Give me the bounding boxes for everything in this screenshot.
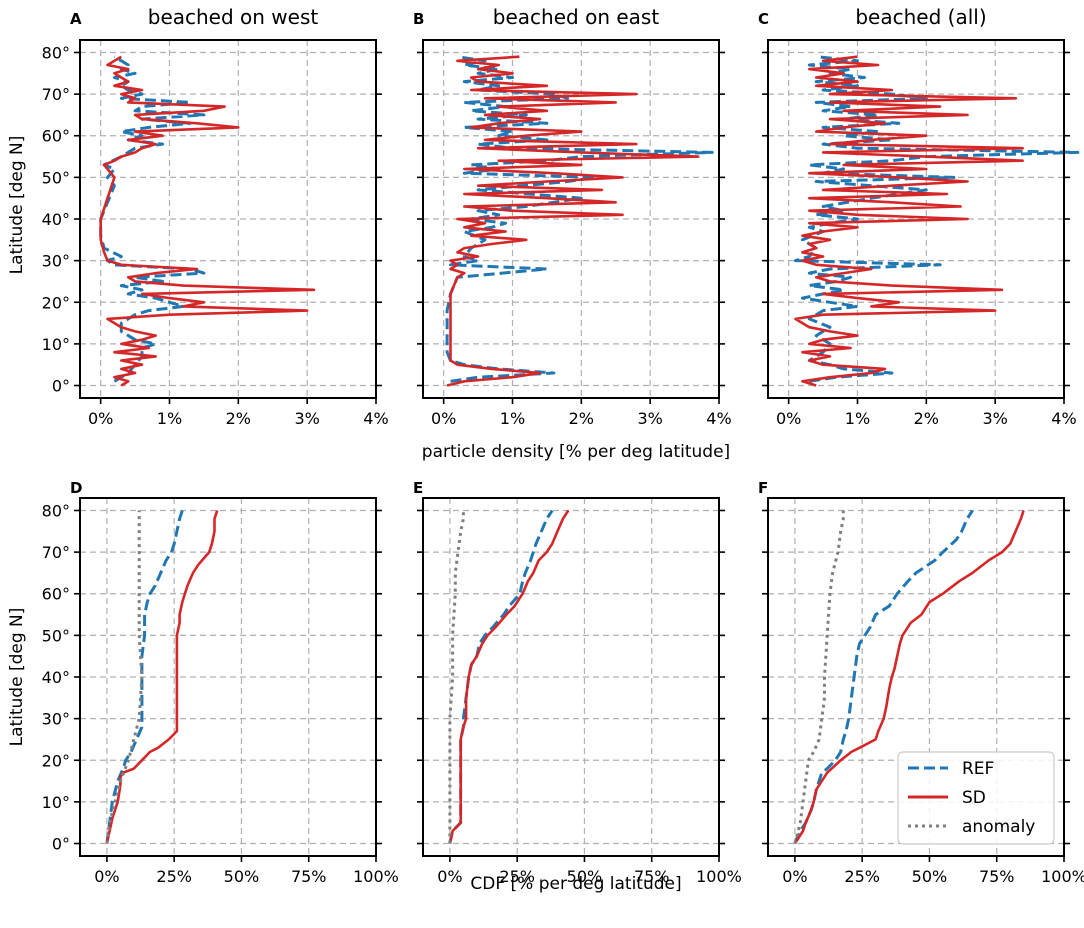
panel-c-letter: C — [758, 10, 769, 28]
panel-b-xtick-label: 2% — [569, 409, 594, 428]
panel-f-letter: F — [758, 479, 768, 497]
panel-d-xtick-label: 0% — [94, 867, 119, 886]
panel-b-xtick-label: 4% — [706, 409, 731, 428]
legend-anomaly-label: anomaly — [962, 817, 1035, 837]
legend-box — [897, 751, 1055, 845]
bottom-xlabel: CDF [% per deg latitude] — [470, 874, 681, 894]
panel-d-ytick-label: 50° — [42, 626, 70, 645]
panel-a-xtick-label: 4% — [363, 409, 388, 428]
panel-a-series-ref — [99, 55, 206, 383]
panel-d-series-sd — [105, 510, 219, 844]
panel-e-xtick-label: 0% — [437, 867, 462, 886]
panel-c-title: beached (all) — [855, 5, 986, 29]
panel-f-xtick-label: 50% — [912, 867, 948, 886]
panel-d-ytick-label: 30° — [42, 710, 70, 729]
panel-d-ytick-label: 60° — [42, 585, 70, 604]
panel-c-xtick-label: 0% — [776, 409, 801, 428]
panel-d: 0% 25% 50% 75% 100% 0° 10° 20° 30° 40° 50° 60° 70° 80… — [42, 497, 399, 886]
bottom-ylabel: Latitude [deg N] — [7, 608, 27, 747]
panel-e-xtick-label: 50% — [567, 867, 603, 886]
panel-a-xtick-label: 0% — [88, 409, 113, 428]
panel-b-series-sd — [446, 55, 700, 387]
panel-d-ytick-label: 10° — [42, 793, 70, 812]
panel-d-ytick-label: 80° — [42, 501, 70, 520]
panel-e: 0% 25% 50% 75% 100% — [417, 497, 742, 886]
panel-a-ytick-label: 30° — [42, 252, 70, 271]
panel-a-series-sd — [99, 55, 316, 387]
panel-a-ytick-label: 20° — [42, 293, 70, 312]
panel-a-ytick-label: 40° — [42, 210, 70, 229]
panel-b-xtick-label: 3% — [637, 409, 662, 428]
panel-c-series-sd — [794, 55, 1025, 387]
panel-a-xtick-label: 3% — [294, 409, 319, 428]
panel-c-xtick-label: 2% — [914, 409, 939, 428]
top-ylabel: Latitude [deg N] — [7, 136, 27, 275]
panel-c-xtick-label: 3% — [982, 409, 1007, 428]
panel-c: 0% 1% 2% 3% 4% — [762, 39, 1080, 428]
panel-d-series-anomaly — [105, 510, 144, 844]
panel-a-ytick-label: 60° — [42, 127, 70, 146]
panel-d-xtick-label: 75% — [291, 867, 327, 886]
legend-ref-label: REF — [962, 759, 994, 779]
legend: REF SD anomaly — [897, 751, 1055, 845]
panel-d-xtick-label: 50% — [224, 867, 260, 886]
panel-b-xtick-label: 0% — [431, 409, 456, 428]
panel-b-letter: B — [413, 10, 424, 28]
panel-a-ytick-label: 80° — [42, 43, 70, 62]
panel-d-ytick-label: 70° — [42, 543, 70, 562]
panel-a-letter: A — [70, 10, 82, 28]
panel-d-xtick-label: 25% — [156, 867, 192, 886]
panel-a-xtick-label: 2% — [226, 409, 251, 428]
panel-c-xtick-label: 4% — [1051, 409, 1076, 428]
panel-b: 0% 1% 2% 3% 4% — [417, 39, 732, 428]
panel-a-ytick-label: 70° — [42, 85, 70, 104]
panel-e-xtick-label: 75% — [634, 867, 670, 886]
panel-d-ytick-label: 40° — [42, 668, 70, 687]
panel-d-xtick-label: 100% — [353, 867, 399, 886]
legend-sd-label: SD — [962, 788, 986, 808]
panel-f-xtick-label: 25% — [844, 867, 880, 886]
panel-a-ytick-label: 0° — [52, 377, 70, 396]
panel-e-letter: E — [413, 479, 423, 497]
panel-e-series-sd — [448, 509, 570, 844]
panel-e-xtick-label: 25% — [499, 867, 535, 886]
panel-c-series-ref — [794, 55, 1080, 383]
panel-f: 0% 25% 50% 75% 100% — [762, 497, 1084, 886]
panel-e-xtick-label: 100% — [696, 867, 742, 886]
panel-c-xtick-label: 1% — [845, 409, 870, 428]
panel-f-series-anomaly — [793, 510, 845, 844]
panel-a-ytick-label: 50° — [42, 168, 70, 187]
panel-d-ytick-label: 0° — [52, 835, 70, 854]
panel-d-ytick-label: 20° — [42, 751, 70, 770]
panel-f-series-sd — [793, 510, 1025, 845]
panel-b-title: beached on east — [493, 5, 660, 29]
panel-a-ytick-label: 10° — [42, 335, 70, 354]
panel-f-xtick-label: 0% — [782, 867, 807, 886]
panel-f-xtick-label: 75% — [979, 867, 1015, 886]
panel-a-title: beached on west — [148, 5, 319, 29]
panel-f-xtick-label: 100% — [1041, 867, 1084, 886]
panel-a: 0% 1% 2% 3% 4% 0° 10° 20° 30° 40° 50° 60° 70° 80° — [42, 39, 389, 428]
panel-b-xtick-label: 1% — [500, 409, 525, 428]
top-xlabel: particle density [% per deg latitude] — [422, 442, 730, 462]
panel-a-xtick-label: 1% — [157, 409, 182, 428]
panel-d-letter: D — [70, 479, 82, 497]
